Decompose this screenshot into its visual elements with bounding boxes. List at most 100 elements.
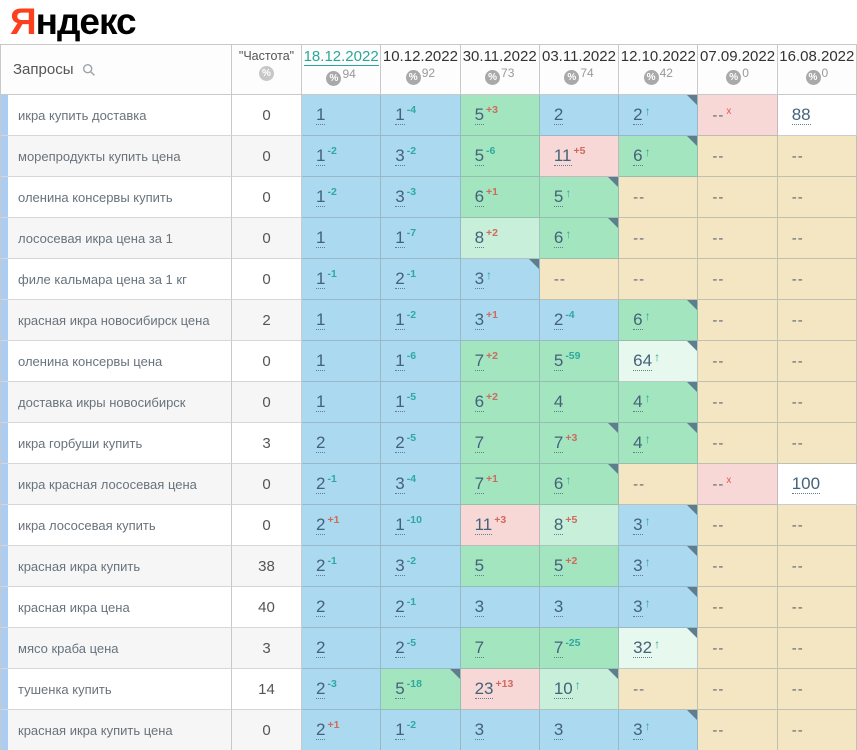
- date-link[interactable]: 18.12.2022: [303, 48, 379, 66]
- position-link[interactable]: 1 -2: [316, 185, 337, 208]
- position-link[interactable]: 6 ↑: [633, 309, 651, 330]
- query-cell[interactable]: красная икра купить цена: [1, 710, 232, 750]
- query-cell[interactable]: икра лососевая купить: [1, 505, 232, 546]
- position-link[interactable]: 8 +5: [553, 513, 578, 536]
- snapshot-corner-flag[interactable]: [528, 259, 539, 269]
- position-link[interactable]: 2 -4: [553, 308, 575, 331]
- position-link[interactable]: 10 ↑: [553, 678, 581, 699]
- query-cell[interactable]: красная икра цена: [1, 587, 232, 628]
- position-link[interactable]: 2 -5: [395, 431, 417, 454]
- date-link[interactable]: 16.08.2022: [779, 48, 855, 65]
- snapshot-corner-flag[interactable]: [608, 464, 619, 474]
- position-link[interactable]: 1: [316, 105, 326, 125]
- position-link[interactable]: 3 +1: [474, 308, 499, 331]
- position-link[interactable]: 3: [474, 720, 485, 740]
- position-link[interactable]: 4 ↑: [633, 391, 651, 412]
- date-column-header[interactable]: 18.12.2022% 94: [302, 45, 382, 95]
- position-link[interactable]: 3: [553, 597, 564, 617]
- query-cell[interactable]: красная икра новосибирск цена: [1, 300, 232, 341]
- position-link[interactable]: 3 ↑: [633, 514, 651, 535]
- query-cell[interactable]: икра купить доставка: [1, 95, 232, 136]
- position-link[interactable]: 2 +1: [316, 513, 340, 536]
- position-link[interactable]: 3 -2: [395, 554, 417, 577]
- position-link[interactable]: 6 ↑: [633, 145, 651, 166]
- date-link[interactable]: 07.09.2022: [700, 48, 776, 65]
- snapshot-corner-flag[interactable]: [608, 177, 619, 187]
- date-column-header[interactable]: 30.11.2022% 73: [460, 45, 540, 95]
- position-link[interactable]: 3: [474, 597, 485, 617]
- query-cell[interactable]: мясо краба цена: [1, 628, 232, 669]
- position-link[interactable]: 1: [316, 310, 326, 330]
- position-link[interactable]: 23 +13: [474, 677, 514, 700]
- query-cell[interactable]: оленина консервы цена: [1, 341, 232, 382]
- snapshot-corner-flag[interactable]: [687, 628, 698, 638]
- query-cell[interactable]: красная икра купить: [1, 546, 232, 587]
- position-link[interactable]: 1 -7: [395, 226, 417, 249]
- date-link[interactable]: 03.11.2022: [542, 48, 616, 65]
- position-link[interactable]: 2: [316, 597, 326, 617]
- position-link[interactable]: 4 ↑: [633, 432, 651, 453]
- position-link[interactable]: 2 -3: [316, 677, 337, 700]
- date-column-header[interactable]: 10.12.2022% 92: [381, 45, 461, 95]
- position-link[interactable]: 6 ↑: [553, 227, 572, 248]
- snapshot-corner-flag[interactable]: [687, 95, 698, 105]
- position-link[interactable]: 2 -1: [395, 595, 417, 618]
- position-link[interactable]: 88: [791, 105, 811, 125]
- snapshot-corner-flag[interactable]: [608, 218, 619, 228]
- query-cell[interactable]: икра горбуши купить: [1, 423, 232, 464]
- queries-column-header[interactable]: Запросы: [1, 45, 232, 95]
- position-link[interactable]: 3 -2: [395, 144, 417, 167]
- position-link[interactable]: 1 -2: [395, 308, 417, 331]
- position-link[interactable]: 5 +2: [553, 554, 578, 577]
- position-link[interactable]: 3 ↑: [474, 268, 493, 289]
- position-link[interactable]: 3 ↑: [633, 596, 651, 617]
- query-cell[interactable]: оленина консервы купить: [1, 177, 232, 218]
- query-cell[interactable]: доставка икры новосибирск: [1, 382, 232, 423]
- snapshot-corner-flag[interactable]: [687, 587, 698, 597]
- position-link[interactable]: 8 +2: [474, 226, 499, 249]
- position-link[interactable]: 5 +3: [474, 103, 499, 126]
- snapshot-corner-flag[interactable]: [687, 423, 698, 433]
- date-link[interactable]: 12.10.2022: [620, 48, 696, 65]
- position-link[interactable]: 3 -4: [395, 472, 417, 495]
- search-icon[interactable]: [82, 63, 96, 77]
- position-link[interactable]: 5 ↑: [553, 186, 572, 207]
- position-link[interactable]: 3: [553, 720, 564, 740]
- position-link[interactable]: 32 ↑: [633, 637, 661, 658]
- query-cell[interactable]: икра красная лососевая цена: [1, 464, 232, 505]
- position-link[interactable]: 7 +2: [474, 349, 499, 372]
- position-link[interactable]: 1: [316, 392, 326, 412]
- date-column-header[interactable]: 12.10.2022% 42: [619, 45, 699, 95]
- date-column-header[interactable]: 07.09.2022% 0: [698, 45, 778, 95]
- position-link[interactable]: 2 -5: [395, 636, 417, 659]
- position-link[interactable]: 1 -6: [395, 349, 417, 372]
- query-cell[interactable]: тушенка купить: [1, 669, 232, 710]
- position-link[interactable]: 1 -4: [395, 103, 417, 126]
- position-link[interactable]: 1: [316, 351, 326, 371]
- frequency-column-header[interactable]: "Частота" %: [232, 45, 302, 95]
- position-link[interactable]: 1 -1: [316, 267, 337, 290]
- position-link[interactable]: 1 -5: [395, 390, 417, 413]
- position-link[interactable]: 7 +1: [474, 472, 499, 495]
- position-link[interactable]: 5 -59: [553, 349, 581, 372]
- position-link[interactable]: 2 ↑: [633, 104, 651, 125]
- position-link[interactable]: 2 +1: [316, 718, 340, 741]
- position-link[interactable]: 2 -1: [316, 472, 337, 495]
- query-cell[interactable]: лососевая икра цена за 1: [1, 218, 232, 259]
- position-link[interactable]: 7 +3: [553, 431, 578, 454]
- position-link[interactable]: 2: [316, 638, 326, 658]
- position-link[interactable]: 1 -2: [395, 718, 417, 741]
- date-column-header[interactable]: 16.08.2022% 0: [777, 45, 857, 95]
- snapshot-corner-flag[interactable]: [687, 710, 698, 720]
- position-link[interactable]: 100: [791, 474, 821, 494]
- position-link[interactable]: 11 +3: [474, 513, 507, 536]
- position-link[interactable]: 3 ↑: [633, 719, 651, 740]
- date-link[interactable]: 30.11.2022: [462, 48, 537, 65]
- position-link[interactable]: 2 -1: [316, 554, 337, 577]
- position-link[interactable]: 1 -2: [316, 144, 337, 167]
- position-link[interactable]: 6 ↑: [553, 473, 572, 494]
- position-link[interactable]: 1 -10: [395, 513, 422, 536]
- position-link[interactable]: 7 -25: [553, 636, 581, 659]
- position-link[interactable]: 3 ↑: [633, 555, 651, 576]
- date-link[interactable]: 10.12.2022: [382, 48, 458, 65]
